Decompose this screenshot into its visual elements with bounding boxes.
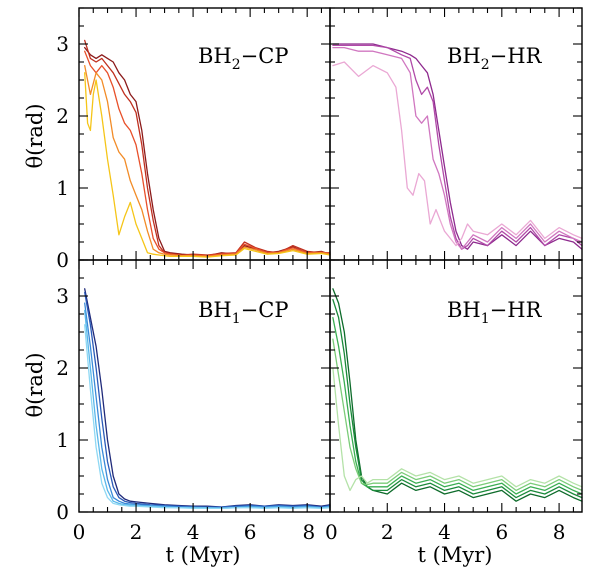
series-line-5 [332,367,583,492]
series-line-2 [84,291,331,508]
series-line-1 [84,288,331,508]
series-line-3 [332,316,583,495]
panel-frame [329,259,583,513]
x-tick-label: 4 [438,520,451,544]
x-tick-label: 6 [244,520,257,544]
y-tick-label: 3 [56,284,69,308]
x-tick-label: 0 [73,520,86,544]
panel-bh1-cp: 0 1 2 3 0 2 4 6 8 [56,259,331,544]
series-line-3 [332,46,583,250]
x-tick-label: 0 [325,520,338,544]
panel-label-top-left: BH2−CP [198,44,288,73]
series-line-5 [84,324,331,510]
panel-label-bottom-right: BH1−HR [447,298,543,327]
series-line-4 [84,64,331,258]
series-line-3 [84,302,331,509]
y-tick-label: 3 [56,32,69,56]
series-line-1 [332,288,583,502]
panel-bh2-cp: 0 1 2 3 [56,7,331,272]
y-tick-label: 0 [56,248,69,272]
x-tick-label: 2 [130,520,143,544]
panel-label-top-right: BH2−HR [447,44,543,73]
series-line-4 [84,309,331,510]
series-line-4 [332,61,583,247]
y-tick-label: 0 [56,500,69,524]
y-tick-label: 1 [56,428,69,452]
y-tick-label: 2 [56,356,69,380]
series-line-2 [84,39,331,256]
y-tick-label: 1 [56,176,69,200]
series-line-5 [84,72,331,258]
x-axis-title-left: t (Myr) [166,543,241,567]
series-line-2 [332,44,583,250]
y-tick-label: 2 [56,104,69,128]
panel-label-bottom-left: BH1−CP [198,298,288,327]
x-tick-label: 8 [553,520,566,544]
x-tick-label: 8 [302,520,315,544]
series-line-2 [332,298,583,499]
series-line-1 [332,43,583,250]
x-axis-title-right: t (Myr) [418,543,493,567]
x-tick-label: 2 [381,520,394,544]
x-tick-label: 6 [495,520,508,544]
panel-bh1-hr: 0 2 4 6 8 [325,259,583,544]
x-tick-label: 4 [187,520,200,544]
y-axis-title-top: θ(rad) [23,103,47,168]
y-axis-title-bottom: θ(rad) [23,352,47,417]
series-line-4 [332,338,583,492]
panel-bh2-hr [329,7,583,261]
series-line-3 [84,50,331,257]
